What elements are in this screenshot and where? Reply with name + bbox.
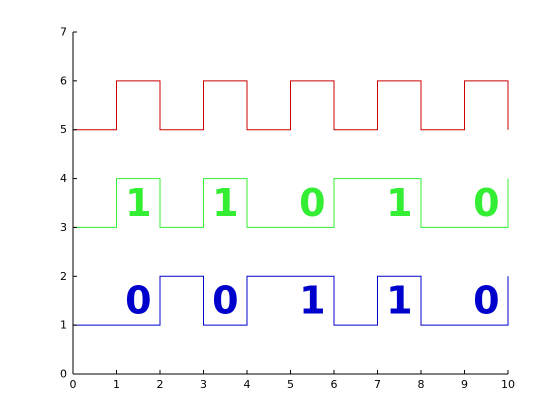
y-tick-label: 7 bbox=[60, 26, 67, 39]
y-tick-label: 0 bbox=[60, 368, 67, 381]
series-line-1 bbox=[73, 178, 509, 228]
bit-label: 1 bbox=[386, 181, 412, 225]
x-tick-label: 5 bbox=[287, 378, 294, 391]
x-tick-label: 2 bbox=[157, 378, 164, 391]
x-tick-label: 1 bbox=[113, 378, 120, 391]
y-tick-label: 3 bbox=[60, 221, 67, 234]
series-line-0 bbox=[73, 80, 509, 131]
y-tick-label: 5 bbox=[60, 123, 67, 136]
y-tick-label: 1 bbox=[60, 319, 67, 332]
x-tick-label: 0 bbox=[70, 378, 77, 391]
bit-label: 0 bbox=[299, 181, 325, 225]
bit-label: 1 bbox=[125, 181, 151, 225]
series-line-2 bbox=[73, 275, 509, 326]
plot-series bbox=[73, 80, 509, 326]
x-tick-label: 3 bbox=[200, 378, 207, 391]
x-tick-label: 9 bbox=[461, 378, 468, 391]
bit-label: 1 bbox=[386, 279, 412, 323]
y-tick-label: 6 bbox=[60, 74, 67, 87]
bit-label: 0 bbox=[473, 181, 499, 225]
bit-label: 0 bbox=[473, 279, 499, 323]
x-tick-label: 4 bbox=[244, 378, 251, 391]
bit-label: 0 bbox=[212, 279, 238, 323]
y-tick-label: 4 bbox=[60, 172, 67, 185]
x-tick-label: 7 bbox=[374, 378, 381, 391]
bit-label: 0 bbox=[125, 279, 151, 323]
x-tick-label: 10 bbox=[501, 378, 515, 391]
plot-annotations: 1 1 0 1 0 0 0 1 1 0 bbox=[125, 181, 499, 323]
bit-label: 1 bbox=[212, 181, 238, 225]
y-tick-label: 2 bbox=[60, 270, 67, 283]
bit-label: 1 bbox=[299, 279, 325, 323]
x-tick-label: 8 bbox=[418, 378, 425, 391]
x-tick-label: 6 bbox=[331, 378, 338, 391]
